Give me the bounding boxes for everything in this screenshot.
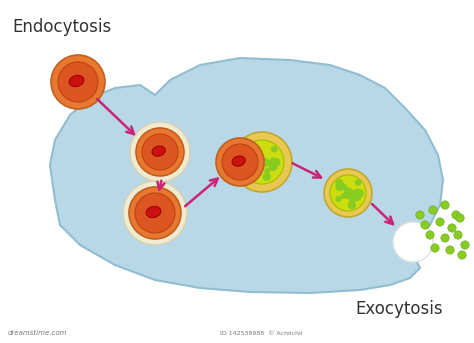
Circle shape xyxy=(336,196,341,201)
Circle shape xyxy=(426,231,434,239)
Circle shape xyxy=(346,190,353,197)
Circle shape xyxy=(348,202,356,209)
Circle shape xyxy=(259,157,266,164)
Circle shape xyxy=(216,138,264,186)
Circle shape xyxy=(356,180,361,185)
Circle shape xyxy=(448,224,456,232)
Circle shape xyxy=(248,167,253,172)
Polygon shape xyxy=(50,58,443,293)
Circle shape xyxy=(338,182,344,188)
Circle shape xyxy=(248,151,255,158)
Circle shape xyxy=(341,194,346,198)
Circle shape xyxy=(248,146,255,153)
Circle shape xyxy=(461,241,469,249)
Circle shape xyxy=(264,159,270,166)
Text: Endocytosis: Endocytosis xyxy=(12,18,111,36)
Circle shape xyxy=(350,198,355,203)
Circle shape xyxy=(135,193,175,233)
Circle shape xyxy=(342,185,347,190)
Circle shape xyxy=(123,181,187,245)
Circle shape xyxy=(353,193,361,201)
Circle shape xyxy=(393,222,433,262)
Circle shape xyxy=(421,221,429,229)
Circle shape xyxy=(416,211,424,219)
Circle shape xyxy=(441,201,449,209)
Circle shape xyxy=(271,158,276,164)
Circle shape xyxy=(240,140,284,184)
Circle shape xyxy=(452,211,460,219)
Circle shape xyxy=(273,159,280,166)
Circle shape xyxy=(441,234,449,242)
Circle shape xyxy=(336,179,343,186)
Circle shape xyxy=(51,55,105,109)
Circle shape xyxy=(458,251,466,259)
Text: ID 142538988  © Achiichii: ID 142538988 © Achiichii xyxy=(220,331,302,336)
Circle shape xyxy=(58,62,98,102)
Circle shape xyxy=(258,160,266,168)
Ellipse shape xyxy=(146,206,161,218)
Circle shape xyxy=(251,150,256,156)
Circle shape xyxy=(429,206,437,214)
Circle shape xyxy=(324,169,372,217)
Circle shape xyxy=(272,146,277,152)
Circle shape xyxy=(130,122,190,182)
Circle shape xyxy=(356,190,363,197)
Text: dreamstime.com: dreamstime.com xyxy=(8,330,67,336)
Ellipse shape xyxy=(232,156,245,166)
Circle shape xyxy=(269,163,277,170)
Circle shape xyxy=(136,128,184,176)
Circle shape xyxy=(142,134,178,170)
Circle shape xyxy=(129,187,181,239)
Circle shape xyxy=(330,175,366,211)
Ellipse shape xyxy=(69,75,84,87)
Ellipse shape xyxy=(152,146,165,156)
Circle shape xyxy=(232,132,292,192)
Circle shape xyxy=(456,214,464,222)
Circle shape xyxy=(355,189,360,195)
Circle shape xyxy=(222,144,258,180)
Circle shape xyxy=(345,188,352,196)
Circle shape xyxy=(349,190,355,197)
Circle shape xyxy=(344,191,352,199)
Circle shape xyxy=(431,244,439,252)
Circle shape xyxy=(336,183,343,190)
Circle shape xyxy=(454,231,462,239)
Circle shape xyxy=(436,218,444,226)
Text: Exocytosis: Exocytosis xyxy=(355,300,443,318)
Circle shape xyxy=(446,246,454,254)
Circle shape xyxy=(265,169,270,174)
Circle shape xyxy=(263,174,270,180)
Circle shape xyxy=(260,159,267,166)
